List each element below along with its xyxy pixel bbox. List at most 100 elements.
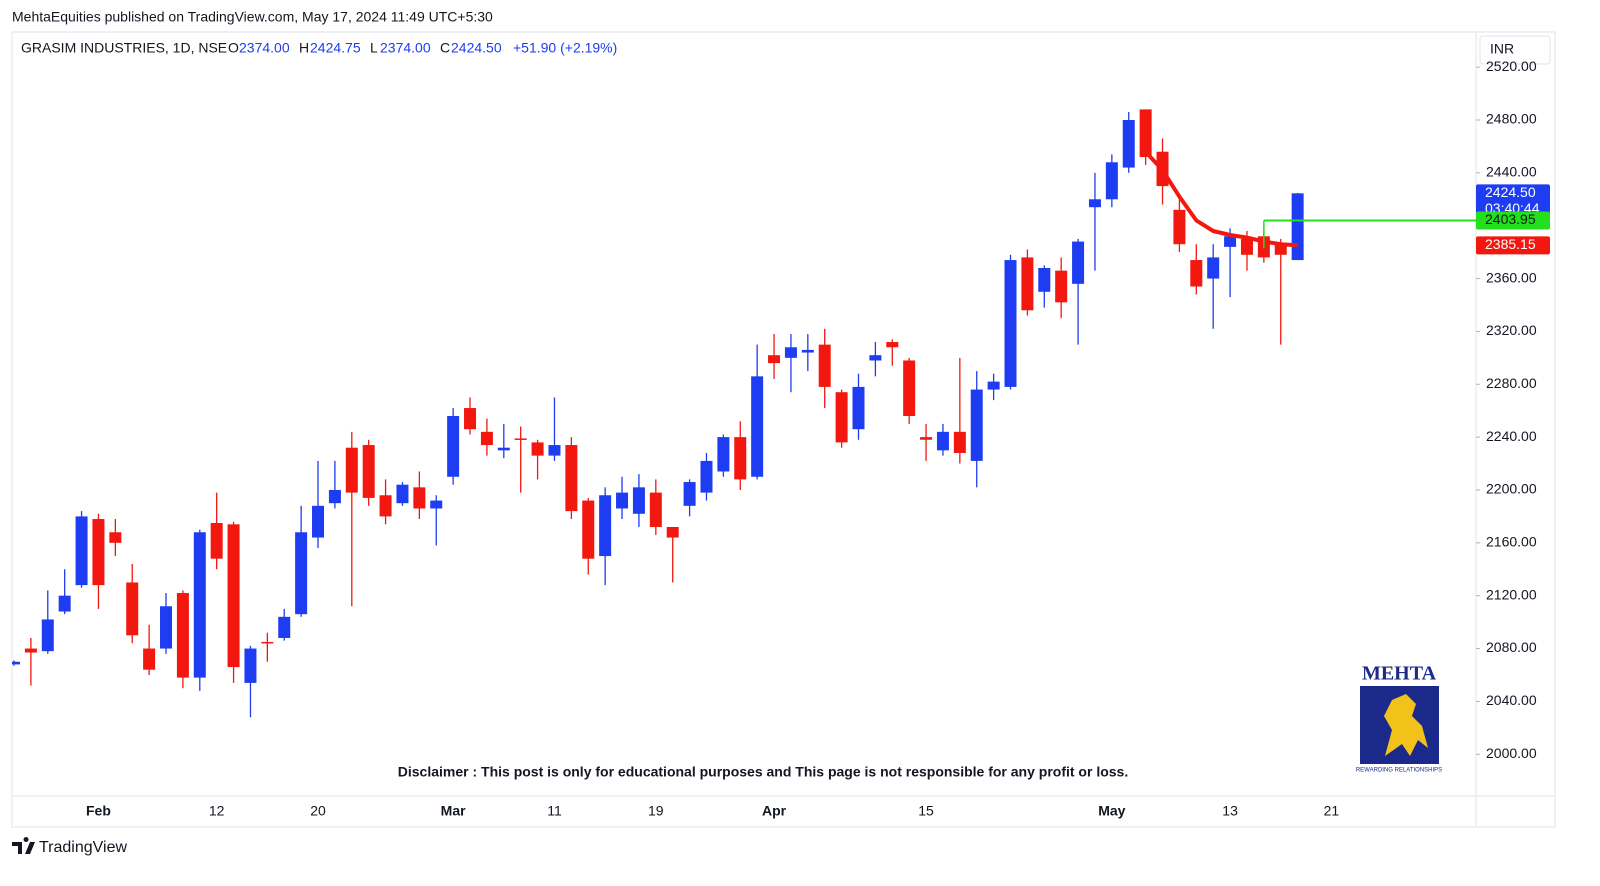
candle-body — [24, 648, 37, 653]
logo-name: MEHTA — [1362, 663, 1437, 685]
candle-body — [109, 532, 122, 543]
legend-value: 2424.75 — [310, 40, 361, 56]
candle-body — [480, 431, 493, 446]
candle-body — [413, 487, 426, 509]
candle-body — [953, 431, 966, 453]
candle-body — [548, 445, 561, 456]
candle-body — [1038, 267, 1051, 292]
candle-body — [1190, 260, 1203, 287]
y-tick-label: 2120.00 — [1486, 586, 1537, 602]
candle-body — [1105, 162, 1118, 200]
candle-body — [970, 389, 983, 461]
candle-body — [312, 505, 325, 538]
candle-body — [835, 392, 848, 443]
candle-body — [632, 487, 645, 514]
chart-title: GRASIM INDUSTRIES, 1D, NSE — [21, 40, 227, 56]
candle-body — [717, 437, 730, 472]
y-tick-label: 2040.00 — [1486, 692, 1537, 708]
legend-value: 2424.50 — [451, 40, 502, 56]
price-label-box — [1476, 184, 1550, 219]
publish-note: MehtaEquities published on TradingView.c… — [12, 9, 493, 25]
candle-body — [328, 489, 341, 504]
logo-tagline: REWARDING RELATIONSHIPS — [1356, 768, 1442, 774]
plot-area — [12, 109, 1304, 718]
candle-body — [92, 519, 105, 586]
x-tick-label: 19 — [648, 803, 664, 819]
candle-body — [801, 349, 814, 353]
candle-body — [1224, 236, 1237, 247]
chart-frame — [11, 31, 1556, 828]
y-tick-label: 2320.00 — [1486, 322, 1537, 338]
candle-body — [514, 438, 527, 440]
candle-body — [700, 460, 713, 493]
y-tick-label: 2480.00 — [1486, 111, 1537, 127]
footer-brand: TradingView — [39, 839, 127, 856]
candle-body — [1207, 257, 1220, 279]
candle-body — [1173, 209, 1186, 245]
price-label-box — [1476, 236, 1550, 255]
legend-change: +51.90 (+2.19%) — [513, 40, 617, 56]
price-label: 2403.95 — [1485, 211, 1536, 227]
candle-body — [227, 524, 240, 668]
candle-body — [396, 484, 409, 504]
candle-body — [1072, 241, 1085, 284]
candle-body — [430, 500, 443, 509]
candle-body — [210, 523, 223, 559]
disclaimer: Disclaimer : This post is only for educa… — [398, 764, 1128, 780]
candle-body — [886, 341, 899, 348]
y-tick-label: 2440.00 — [1486, 164, 1537, 180]
logo: MEHTA REWARDING RELATIONSHIPS — [1356, 663, 1442, 774]
y-tick-label: 2200.00 — [1486, 481, 1537, 497]
candle-body — [599, 495, 612, 557]
candle-body — [1139, 109, 1152, 157]
candle-body — [176, 593, 189, 678]
x-tick-label: Mar — [441, 803, 466, 819]
y-tick-label: 2160.00 — [1486, 534, 1537, 550]
candle-body — [1055, 270, 1068, 303]
candle-body — [1291, 193, 1304, 261]
candle-body — [278, 616, 291, 638]
candle-body — [1240, 238, 1253, 255]
candle-body — [903, 360, 916, 416]
x-tick-label: 12 — [209, 803, 225, 819]
x-tick-label: 13 — [1222, 803, 1238, 819]
candle-body — [1274, 244, 1287, 255]
candle-body — [683, 482, 696, 506]
tradingview-brand: TradingView — [12, 837, 127, 856]
y-tick-label: 2000.00 — [1486, 745, 1537, 761]
candle-body — [1122, 120, 1135, 168]
candle-body — [818, 344, 831, 387]
candle-body — [261, 641, 274, 644]
tv-logo — [12, 837, 35, 854]
candle-body — [497, 447, 510, 451]
candle-body — [464, 408, 477, 430]
candle-body — [1021, 257, 1034, 311]
candle-body — [768, 355, 781, 364]
candle-body — [75, 516, 88, 586]
y-tick-label: 2240.00 — [1486, 428, 1537, 444]
candle-body — [1004, 260, 1017, 387]
candle-body — [616, 492, 629, 509]
legend-label: H — [299, 40, 309, 56]
moving-average — [1144, 150, 1298, 248]
logo-lion — [1384, 694, 1428, 756]
price-label-box — [1476, 211, 1550, 230]
legend-value: 2374.00 — [380, 40, 431, 56]
candle-body — [531, 442, 544, 456]
candle-body — [1088, 199, 1101, 208]
y-tick-label: 2080.00 — [1486, 639, 1537, 655]
candle-body — [852, 386, 865, 430]
candle-body — [143, 648, 156, 670]
candle-body — [920, 437, 933, 440]
candle-body — [193, 532, 206, 678]
x-tick-label: Apr — [762, 803, 787, 819]
legend-label: C — [440, 40, 450, 56]
candle-body — [379, 495, 392, 517]
candle-body — [582, 500, 595, 559]
x-tick-label: 20 — [310, 803, 326, 819]
candle-body — [936, 431, 949, 451]
currency-box — [1479, 35, 1551, 65]
candle-body — [751, 376, 764, 477]
y-tick-label: 2280.00 — [1486, 375, 1537, 391]
